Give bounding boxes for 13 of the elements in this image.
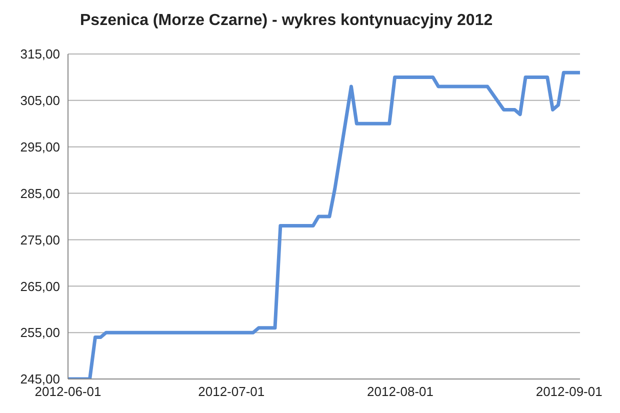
y-tick-label: 265,00 bbox=[20, 278, 60, 294]
chart-title: Pszenica (Morze Czarne) - wykres kontynuacyjny 2012 bbox=[79, 11, 494, 31]
y-tick-label: 275,00 bbox=[20, 232, 60, 248]
x-tick-label: 2012-06-01 bbox=[34, 384, 102, 400]
y-tick-label: 295,00 bbox=[20, 139, 60, 154]
y-tick-label: 245,00 bbox=[20, 372, 60, 387]
x-tick-label: 2012-07-01 bbox=[198, 384, 265, 400]
y-tick-label: 285,00 bbox=[20, 186, 60, 201]
x-tick-label: 2012-09-01 bbox=[536, 384, 602, 400]
y-tick-label: 305,00 bbox=[20, 93, 60, 108]
x-tick-label: 2012-08-01 bbox=[367, 384, 434, 400]
y-tick-label: 315,00 bbox=[20, 46, 60, 62]
y-tick-label: 255,00 bbox=[20, 325, 60, 340]
